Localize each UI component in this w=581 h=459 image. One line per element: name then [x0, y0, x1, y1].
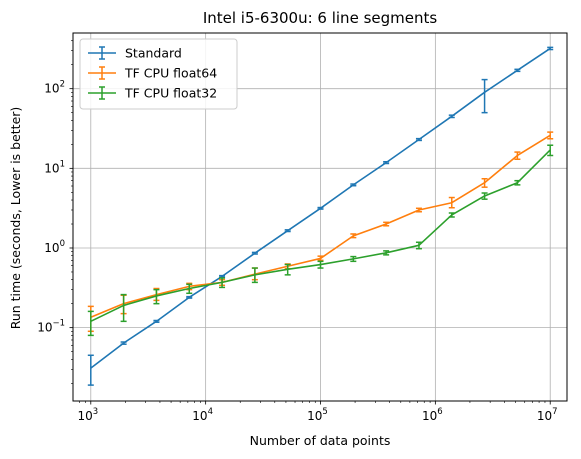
- y-tick-label: 101: [44, 159, 65, 175]
- x-tick-label: 103: [77, 407, 98, 423]
- legend-label: Standard: [125, 46, 182, 61]
- x-tick-base: 10: [422, 409, 437, 423]
- series-standard: [87, 46, 554, 386]
- y-tick-exponent: 1: [60, 159, 65, 169]
- x-tick-base: 10: [537, 409, 552, 423]
- x-axis-label: Number of data points: [250, 433, 391, 448]
- y-tick-base: 10: [44, 161, 59, 175]
- x-tick-label: 106: [422, 407, 443, 423]
- x-tick-label: 105: [307, 407, 328, 423]
- x-tick-base: 10: [192, 409, 207, 423]
- x-tick-exponent: 7: [552, 407, 557, 417]
- axes-frame: [72, 32, 568, 402]
- y-tick-exponent: 2: [60, 80, 65, 90]
- y-tick-base: 10: [37, 321, 52, 335]
- y-tick-label: 100: [44, 239, 65, 255]
- x-tick-label: 104: [192, 407, 213, 423]
- legend: Standard TF CPU float64 TF CPU float32: [79, 38, 238, 110]
- x-tick-exponent: 6: [437, 407, 442, 417]
- series-line: [90, 149, 551, 323]
- x-tick-exponent: 4: [208, 407, 213, 417]
- series-line: [90, 47, 551, 369]
- y-tick-base: 10: [44, 82, 59, 96]
- x-tick-exponent: 5: [322, 407, 327, 417]
- y-axis-label: Run time (seconds, Lower is better): [8, 107, 23, 330]
- y-tick-exponent: 0: [60, 239, 65, 249]
- y-tick-label: 10−1: [37, 319, 65, 335]
- x-tick-exponent: 3: [93, 407, 98, 417]
- legend-label: TF CPU float32: [124, 86, 217, 101]
- legend-label: TF CPU float64: [124, 66, 217, 81]
- y-tick-base: 10: [44, 241, 59, 255]
- series-tf-cpu-float32: [87, 144, 554, 337]
- x-tick-base: 10: [307, 409, 322, 423]
- series-line: [90, 134, 551, 319]
- x-tick-base: 10: [77, 409, 92, 423]
- y-tick-exponent: −1: [52, 319, 65, 329]
- legend-box: [79, 38, 238, 110]
- plot-area: [87, 46, 554, 386]
- chart-title: Intel i5-6300u: 6 line segments: [203, 9, 438, 27]
- y-tick-label: 102: [44, 80, 65, 96]
- x-tick-label: 107: [537, 407, 558, 423]
